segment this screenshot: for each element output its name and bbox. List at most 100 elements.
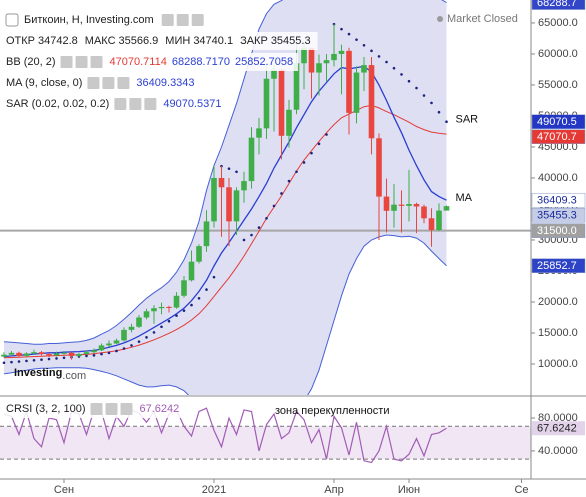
x-tick-label: Июн — [398, 484, 420, 496]
candle-body — [301, 47, 307, 64]
x-tick-label: 2021 — [202, 484, 226, 496]
price-badge — [531, 258, 586, 273]
candle-body — [383, 196, 390, 211]
ohlc-label: МИН — [165, 35, 190, 47]
candle-body — [8, 352, 15, 355]
status-dot — [437, 16, 443, 22]
candle-body — [158, 306, 165, 309]
candle-body — [46, 354, 52, 356]
icon-button[interactable] — [117, 77, 130, 89]
sar-dot — [437, 110, 441, 114]
indicator-readout: 47070.7114 — [110, 56, 167, 68]
sar-dot — [130, 344, 133, 347]
sar-dot — [257, 226, 261, 229]
candle-body — [128, 326, 135, 330]
overlay-text: MA SAR Investing .com зона перекупленности Би… — [2, 10, 518, 418]
sar-dot — [280, 192, 283, 195]
icon-button[interactable] — [102, 77, 115, 89]
sar-dot — [122, 347, 126, 350]
indicator-readout: 49070.5371 — [163, 98, 221, 110]
symbol-icon — [5, 13, 19, 27]
legend-row-bg — [2, 32, 318, 50]
sar-dot — [272, 204, 276, 208]
icon-button[interactable] — [176, 14, 189, 26]
candle-body — [316, 63, 322, 73]
price-badge-label: 35455.3 — [537, 210, 577, 222]
candle-body — [38, 352, 45, 355]
candle-body — [421, 206, 427, 219]
candle-body — [1, 354, 7, 357]
candle-body — [136, 317, 142, 327]
candle-body — [173, 295, 180, 308]
candle-body — [241, 181, 247, 191]
sar-dot — [235, 170, 238, 174]
indicator-line — [3, 0, 447, 345]
icon-button[interactable] — [191, 14, 204, 26]
sar-dot — [167, 319, 171, 323]
icon-button[interactable] — [114, 98, 127, 110]
sar-dot — [377, 55, 381, 58]
candle-body — [121, 329, 127, 341]
price-badge — [531, 223, 586, 238]
icon-button[interactable] — [161, 14, 174, 26]
sar-dot — [100, 352, 103, 356]
sar-dot — [92, 354, 96, 357]
sar-dot — [182, 309, 186, 312]
icon-button[interactable] — [90, 56, 103, 68]
candle-body — [353, 72, 360, 113]
icon-button[interactable] — [75, 56, 88, 68]
legend-row-bg — [2, 74, 200, 92]
icon-button[interactable] — [105, 403, 118, 415]
candle-body — [91, 350, 97, 353]
candle-body — [143, 311, 150, 318]
candle-body — [83, 352, 90, 355]
price-badge — [531, 0, 586, 10]
ohlc-label: ЗАКР — [240, 35, 268, 47]
candle-body — [23, 353, 30, 356]
sar-dot — [340, 27, 343, 31]
y-tick-label: 15000.0 — [538, 327, 578, 339]
sar-dot — [2, 361, 6, 365]
plot-area — [0, 0, 531, 395]
sar-dot — [370, 49, 373, 53]
sar-dot — [227, 167, 231, 170]
crsi-band — [0, 426, 531, 460]
y-tick-label: 40.0000 — [538, 445, 578, 457]
icon-button[interactable] — [144, 98, 157, 110]
sar-dot — [212, 275, 216, 279]
indicator-readout: 67.6242 — [139, 403, 179, 415]
indicator-readout: 36409.3343 — [136, 77, 194, 89]
icon-button[interactable] — [60, 56, 73, 68]
candle-body — [76, 354, 82, 356]
icon-button[interactable] — [87, 77, 100, 89]
candle-body — [263, 78, 270, 129]
sar-dot — [145, 336, 148, 339]
price-badge — [531, 192, 586, 208]
candle-body — [413, 204, 420, 207]
sar-dot — [40, 358, 43, 361]
y-tick-label: 80.0000 — [538, 412, 578, 424]
sar-dot — [310, 151, 313, 155]
candle-body — [61, 352, 67, 354]
legend-row-bg — [2, 95, 227, 113]
sar-dot — [62, 356, 66, 360]
sar-dot — [355, 38, 358, 41]
icon-button[interactable] — [90, 403, 103, 415]
candle-body — [68, 352, 75, 356]
x-tick-label: Се — [514, 484, 528, 496]
icon-button[interactable] — [120, 403, 133, 415]
x-tick-label: Апр — [324, 484, 343, 496]
icon-button[interactable] — [129, 98, 142, 110]
candle-body — [323, 60, 330, 64]
ohlc-value: 35455.3 — [271, 35, 311, 47]
candle-body — [233, 190, 240, 222]
candle-body — [98, 345, 105, 351]
sar-dot — [190, 303, 193, 307]
logo: Investing — [14, 367, 62, 379]
candle-body — [293, 63, 300, 110]
sar-dot — [175, 314, 178, 317]
market-status: Market Closed — [447, 13, 518, 25]
price-badge — [531, 129, 586, 144]
